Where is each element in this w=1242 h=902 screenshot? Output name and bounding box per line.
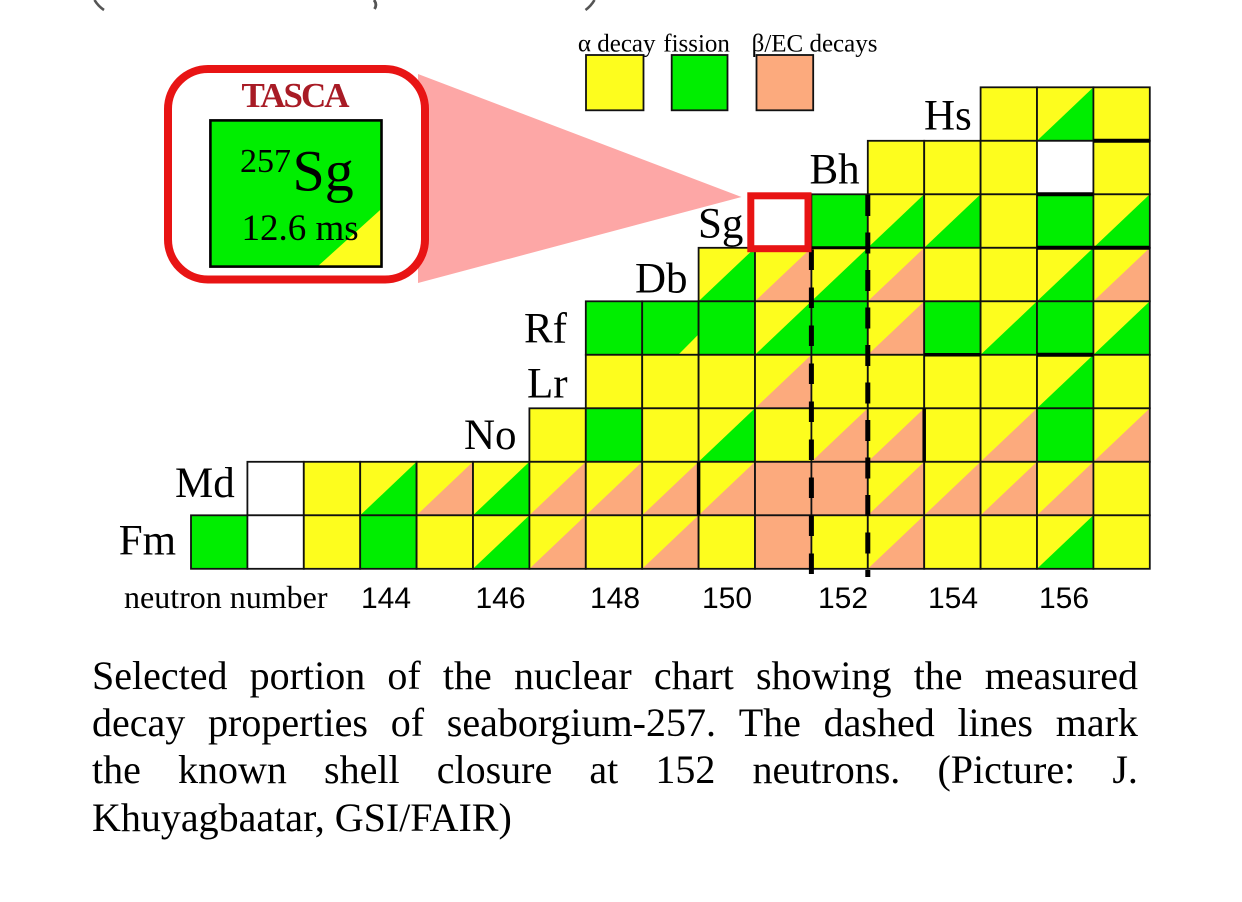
svg-text:150: 150: [702, 582, 752, 615]
svg-text:Lr: Lr: [527, 360, 568, 407]
svg-text:152: 152: [818, 582, 868, 615]
svg-text:Md: Md: [175, 460, 235, 507]
svg-text:154: 154: [928, 582, 978, 615]
svg-text:No: No: [464, 412, 517, 459]
svg-text:12.6 ms: 12.6 ms: [242, 208, 359, 249]
svg-text:144: 144: [361, 582, 411, 615]
svg-text:156: 156: [1039, 582, 1089, 615]
svg-text:Fm: Fm: [119, 518, 176, 565]
svg-text:146: 146: [475, 582, 525, 615]
svg-text:fission: fission: [663, 31, 730, 58]
svg-text:TASCA: TASCA: [241, 76, 350, 115]
svg-text:148: 148: [590, 582, 640, 615]
svg-text:Db: Db: [635, 256, 688, 303]
svg-text:neutron number: neutron number: [124, 579, 328, 615]
svg-text:Rf: Rf: [524, 306, 568, 353]
svg-text:Sg: Sg: [698, 201, 743, 248]
svg-text:β/EC decays: β/EC decays: [752, 31, 878, 58]
svg-text:Sg: Sg: [293, 139, 354, 204]
svg-text:Hs: Hs: [924, 93, 972, 140]
svg-text:α decay: α decay: [578, 31, 656, 58]
svg-text:Bh: Bh: [810, 146, 860, 193]
svg-text:257: 257: [240, 143, 291, 180]
